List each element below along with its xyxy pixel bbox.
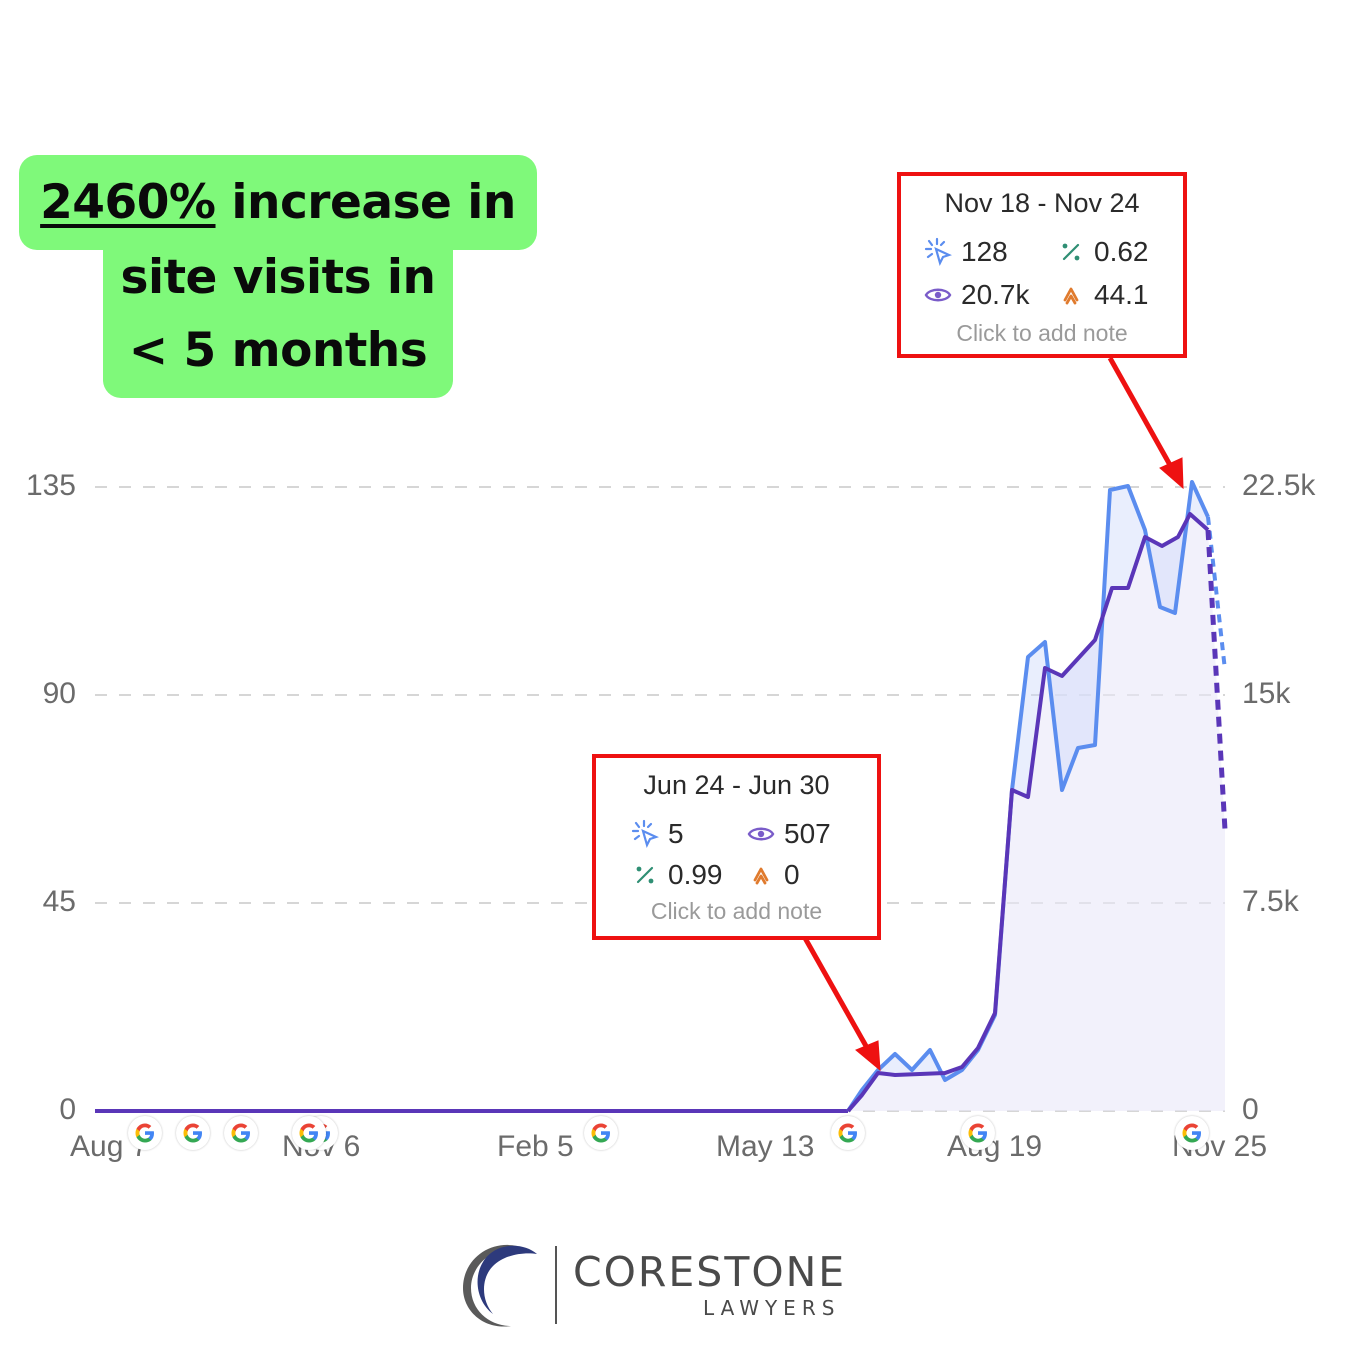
logo-divider [555,1246,557,1324]
callout-bg-top [19,155,537,250]
google-g-icon [838,1123,857,1143]
impressions-eye-icon [747,827,775,841]
clicks-line [846,480,1210,1113]
y-right-tick-15k: 15k [1242,677,1291,710]
position-value: 0 [784,859,800,890]
x-tick-may-13: May 13 [716,1130,815,1163]
metric-impressions: 20.7k [923,279,1030,311]
google-update-marker[interactable] [292,1116,326,1150]
impressions-eye-icon [924,288,952,302]
y-left-tick-90: 90 [42,677,76,710]
add-note-link[interactable]: Click to add note [650,898,823,924]
clicks-value: 128 [961,236,1008,267]
google-update-marker[interactable] [224,1116,258,1150]
metric-position: 0 [746,859,800,891]
headline-highlight: 2460% [40,175,216,230]
clicks-cursor-icon [924,237,952,267]
annotation-arrow-jun [802,936,881,1072]
google-g-icon [135,1123,154,1143]
headline-line-1: 2460% increase in [19,175,537,230]
headline-line-1-text: increase in [215,175,516,230]
metric-position: 44.1 [1056,279,1149,311]
google-update-marker[interactable] [128,1116,162,1150]
ctr-percent-icon [1062,243,1080,261]
google-g-icon [183,1123,202,1143]
impressions-area [848,514,1225,1111]
impressions-line [846,512,1210,1113]
metric-ctr: 0.99 [630,859,723,891]
google-update-marker[interactable] [176,1116,210,1150]
impressions-value: 20.7k [961,279,1030,310]
google-update-marker[interactable] [831,1116,865,1150]
ctr-percent-icon [636,866,654,884]
google-g-icon [299,1123,318,1143]
y-left-tick-135: 135 [25,469,76,502]
callout-bg-bottom [103,235,453,398]
headline-line-2: site visits in [120,250,436,305]
headline-callout: 2460% increase in site visits in < 5 mon… [19,155,537,398]
tooltip-date: Jun 24 - Jun 30 [643,770,830,800]
position-chevron-icon [753,867,769,885]
google-update-marker[interactable] [584,1116,618,1150]
metric-clicks: 5 [630,818,684,850]
clicks-value: 5 [668,818,684,849]
tooltip-nov: Nov 18 - Nov 24 128 0.62 20.7k 44.1 Clic… [897,172,1187,358]
add-note-link[interactable]: Click to add note [956,320,1128,346]
position-chevron-icon [1063,287,1079,305]
y-right-tick-0: 0 [1242,1093,1259,1126]
y-right-tick-22-5k: 22.5k [1242,469,1316,502]
y-left-tick-0: 0 [59,1093,76,1126]
tooltip-jun: Jun 24 - Jun 30 5 507 0.99 0 Click to ad… [592,754,881,940]
crescent-logo-icon [463,1244,537,1327]
clicks-line-partial [1206,516,1227,671]
x-tick-feb-5: Feb 5 [497,1130,574,1163]
y-left-tick-45: 45 [42,885,76,918]
google-g-icon [591,1123,610,1143]
metric-impressions: 507 [746,818,831,850]
impressions-value: 507 [784,818,831,849]
position-value: 44.1 [1094,279,1149,310]
logo-subtitle: LAWYERS [703,1296,841,1320]
corestone-logo: CORESTONE LAWYERS [455,1238,845,1330]
headline-line-3: < 5 months [128,323,428,378]
google-update-marker[interactable] [961,1116,995,1150]
ctr-value: 0.99 [668,859,723,890]
metric-clicks: 128 [923,236,1008,268]
tooltip-date: Nov 18 - Nov 24 [944,188,1140,218]
annotation-arrow-nov [1107,356,1184,490]
google-g-icon [1182,1123,1201,1143]
metric-ctr: 0.62 [1056,236,1149,268]
y-right-tick-7-5k: 7.5k [1242,885,1299,918]
ctr-value: 0.62 [1094,236,1149,267]
google-g-icon [231,1123,250,1143]
logo-name: CORESTONE [573,1248,847,1296]
google-update-marker[interactable] [1175,1116,1209,1150]
google-g-icon [968,1123,987,1143]
clicks-cursor-icon [631,819,659,849]
